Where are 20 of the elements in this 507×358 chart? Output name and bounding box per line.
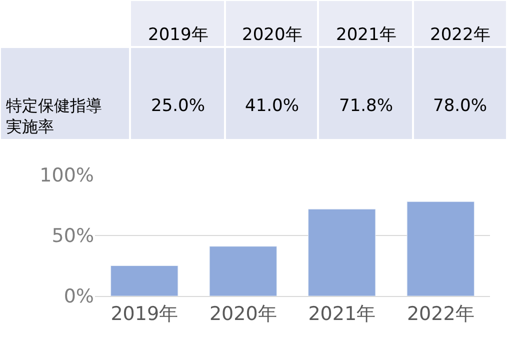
bar bbox=[209, 246, 277, 296]
data-label: 41.0% bbox=[245, 96, 300, 116]
x-tick-label: 2022年 bbox=[406, 302, 474, 325]
y-tick-label: 50% bbox=[52, 225, 94, 248]
bar bbox=[110, 266, 178, 296]
category-label: 2019年 bbox=[148, 25, 208, 45]
category-label: 2020年 bbox=[242, 25, 302, 45]
data-label: 25.0% bbox=[151, 96, 206, 116]
category-label: 2022年 bbox=[430, 25, 490, 45]
bar bbox=[308, 208, 376, 296]
x-tick-label: 2021年 bbox=[308, 302, 376, 325]
category-label: 2021年 bbox=[336, 25, 396, 45]
y-tick-label: 0% bbox=[64, 286, 94, 308]
x-tick-label: 2019年 bbox=[110, 302, 178, 325]
data-label: 71.8% bbox=[339, 96, 394, 116]
y-tick-label: 100% bbox=[40, 164, 94, 187]
text: 特定保健指導実施率 bbox=[6, 96, 102, 136]
bar bbox=[406, 201, 474, 296]
data-label: 78.0% bbox=[433, 96, 488, 116]
x-tick-label: 2020年 bbox=[209, 302, 277, 325]
